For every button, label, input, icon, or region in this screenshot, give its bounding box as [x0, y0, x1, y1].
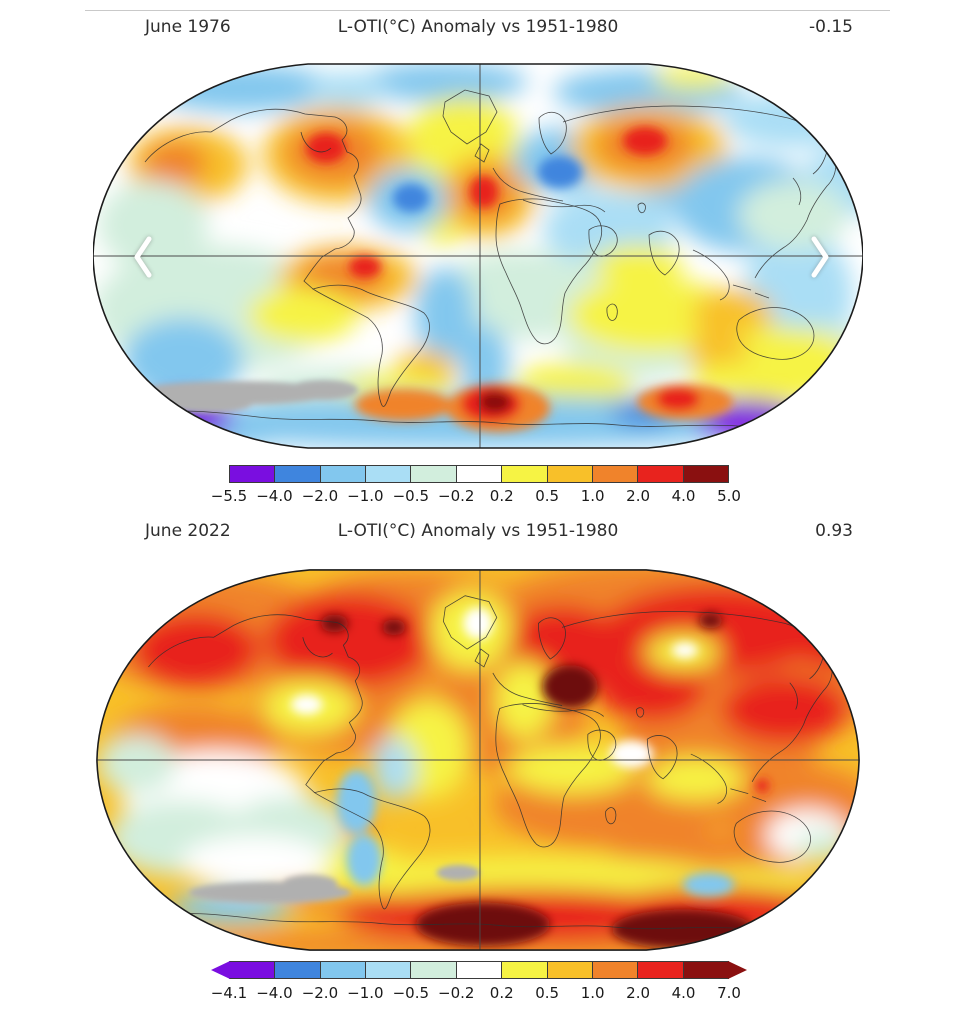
colorbar-tick-label: −1.0 [347, 984, 384, 1002]
world-map-1976-svg [93, 63, 863, 449]
colorbar-tick-label: 5.0 [717, 487, 741, 505]
colorbar-tick-label: −2.0 [301, 984, 339, 1002]
colorbar-segment [230, 466, 276, 482]
colorbar-segment [683, 466, 728, 482]
colorbar-segment [230, 962, 276, 978]
map-2-title: L-OTI(°C) Anomaly vs 1951-1980 [337, 521, 619, 541]
chevron-right-icon [811, 236, 829, 278]
colorbar-segment [592, 962, 639, 978]
colorbar-segment [547, 466, 593, 482]
map-outline [96, 569, 860, 951]
colorbar-tick-label: 2.0 [626, 487, 651, 505]
top-divider [85, 10, 890, 11]
colorbar-tick-label: 0.2 [489, 487, 514, 505]
colorbar-tick-label: −0.5 [392, 487, 430, 505]
colorbar-tick-label: −2.0 [301, 487, 339, 505]
anomaly-core-layer [306, 127, 733, 432]
colorbar-segment [638, 466, 684, 482]
colorbar-segment [366, 962, 412, 978]
colorbar-segment [456, 466, 503, 482]
carousel-next-button[interactable] [806, 232, 834, 282]
world-map-2022-svg [96, 569, 860, 951]
graticule [96, 569, 860, 951]
colorbar-tick-label: −1.0 [347, 487, 384, 505]
colorbar-segment [320, 466, 367, 482]
colorbar-tick-label: 2.0 [626, 984, 651, 1002]
carousel-prev-button[interactable] [129, 232, 157, 282]
map-1-period-label: June 1976 [145, 17, 231, 37]
map-2-mean-anomaly-value: 0.93 [815, 521, 853, 541]
world-map-june-2022 [93, 566, 863, 954]
no-data-layer [133, 380, 358, 413]
colorbar-tick-label: 1.0 [580, 984, 605, 1002]
graticule [93, 64, 863, 448]
colorbar-tick-label: 7.0 [717, 984, 741, 1002]
colorbar-segment [411, 466, 457, 482]
colorbar-tick-label: 0.2 [489, 984, 514, 1002]
map-1-title: L-OTI(°C) Anomaly vs 1951-1980 [337, 17, 619, 37]
map-2-period-label: June 2022 [145, 521, 231, 541]
colorbar-1976 [229, 465, 729, 483]
colorbar-segment [502, 962, 548, 978]
colorbar-tick-label: −0.2 [438, 984, 475, 1002]
colorbar-right-arrow [728, 961, 747, 979]
colorbar-segment [502, 466, 548, 482]
map-1-header: June 1976 L-OTI(°C) Anomaly vs 1951-1980… [93, 17, 863, 41]
colorbar-segment [592, 466, 639, 482]
colorbar-tick-label: 1.0 [580, 487, 605, 505]
no-data-layer [188, 864, 480, 904]
colorbar-tick-label: 0.5 [535, 984, 560, 1002]
colorbar-segment [638, 962, 684, 978]
colorbar-tick-label: 0.5 [535, 487, 560, 505]
colorbar-tick-label: −5.5 [210, 487, 248, 505]
chevron-left-icon [134, 236, 152, 278]
colorbar-segment [411, 962, 457, 978]
map-2-header: June 2022 L-OTI(°C) Anomaly vs 1951-1980… [93, 521, 863, 545]
colorbar-tick-label: −4.0 [256, 984, 293, 1002]
colorbar-segment [547, 962, 593, 978]
colorbar-segment [275, 466, 321, 482]
world-map-june-1976 [93, 60, 863, 452]
colorbar-tick-label: −4.1 [210, 984, 248, 1002]
map-1-mean-anomaly-value: -0.15 [809, 17, 853, 37]
colorbar-segment [275, 962, 321, 978]
colorbar-tick-label: −0.2 [438, 487, 475, 505]
colorbar-tick-label: −4.0 [256, 487, 293, 505]
colorbar-tick-label: 4.0 [671, 487, 696, 505]
colorbar-segment [320, 962, 367, 978]
colorbar-1976-ticks: −5.5 −4.0 −2.0 −1.0 −0.5 −0.2 0.2 0.5 1.0 2.0 4.0 5… [211, 487, 741, 507]
map-outline [93, 63, 863, 449]
colorbar-segment [366, 466, 412, 482]
colorbar-2022-ticks: −4.1 −4.0 −2.0 −1.0 −0.5 −0.2 0.2 0.5 1.0 2.0 4.0 7… [211, 984, 741, 1004]
colorbar-segment [683, 962, 728, 978]
colorbar-segment [456, 962, 503, 978]
colorbar-tick-label: 4.0 [671, 984, 696, 1002]
colorbar-left-arrow [211, 961, 230, 979]
colorbar-tick-label: −0.5 [392, 984, 430, 1002]
colorbar-2022 [211, 961, 747, 979]
